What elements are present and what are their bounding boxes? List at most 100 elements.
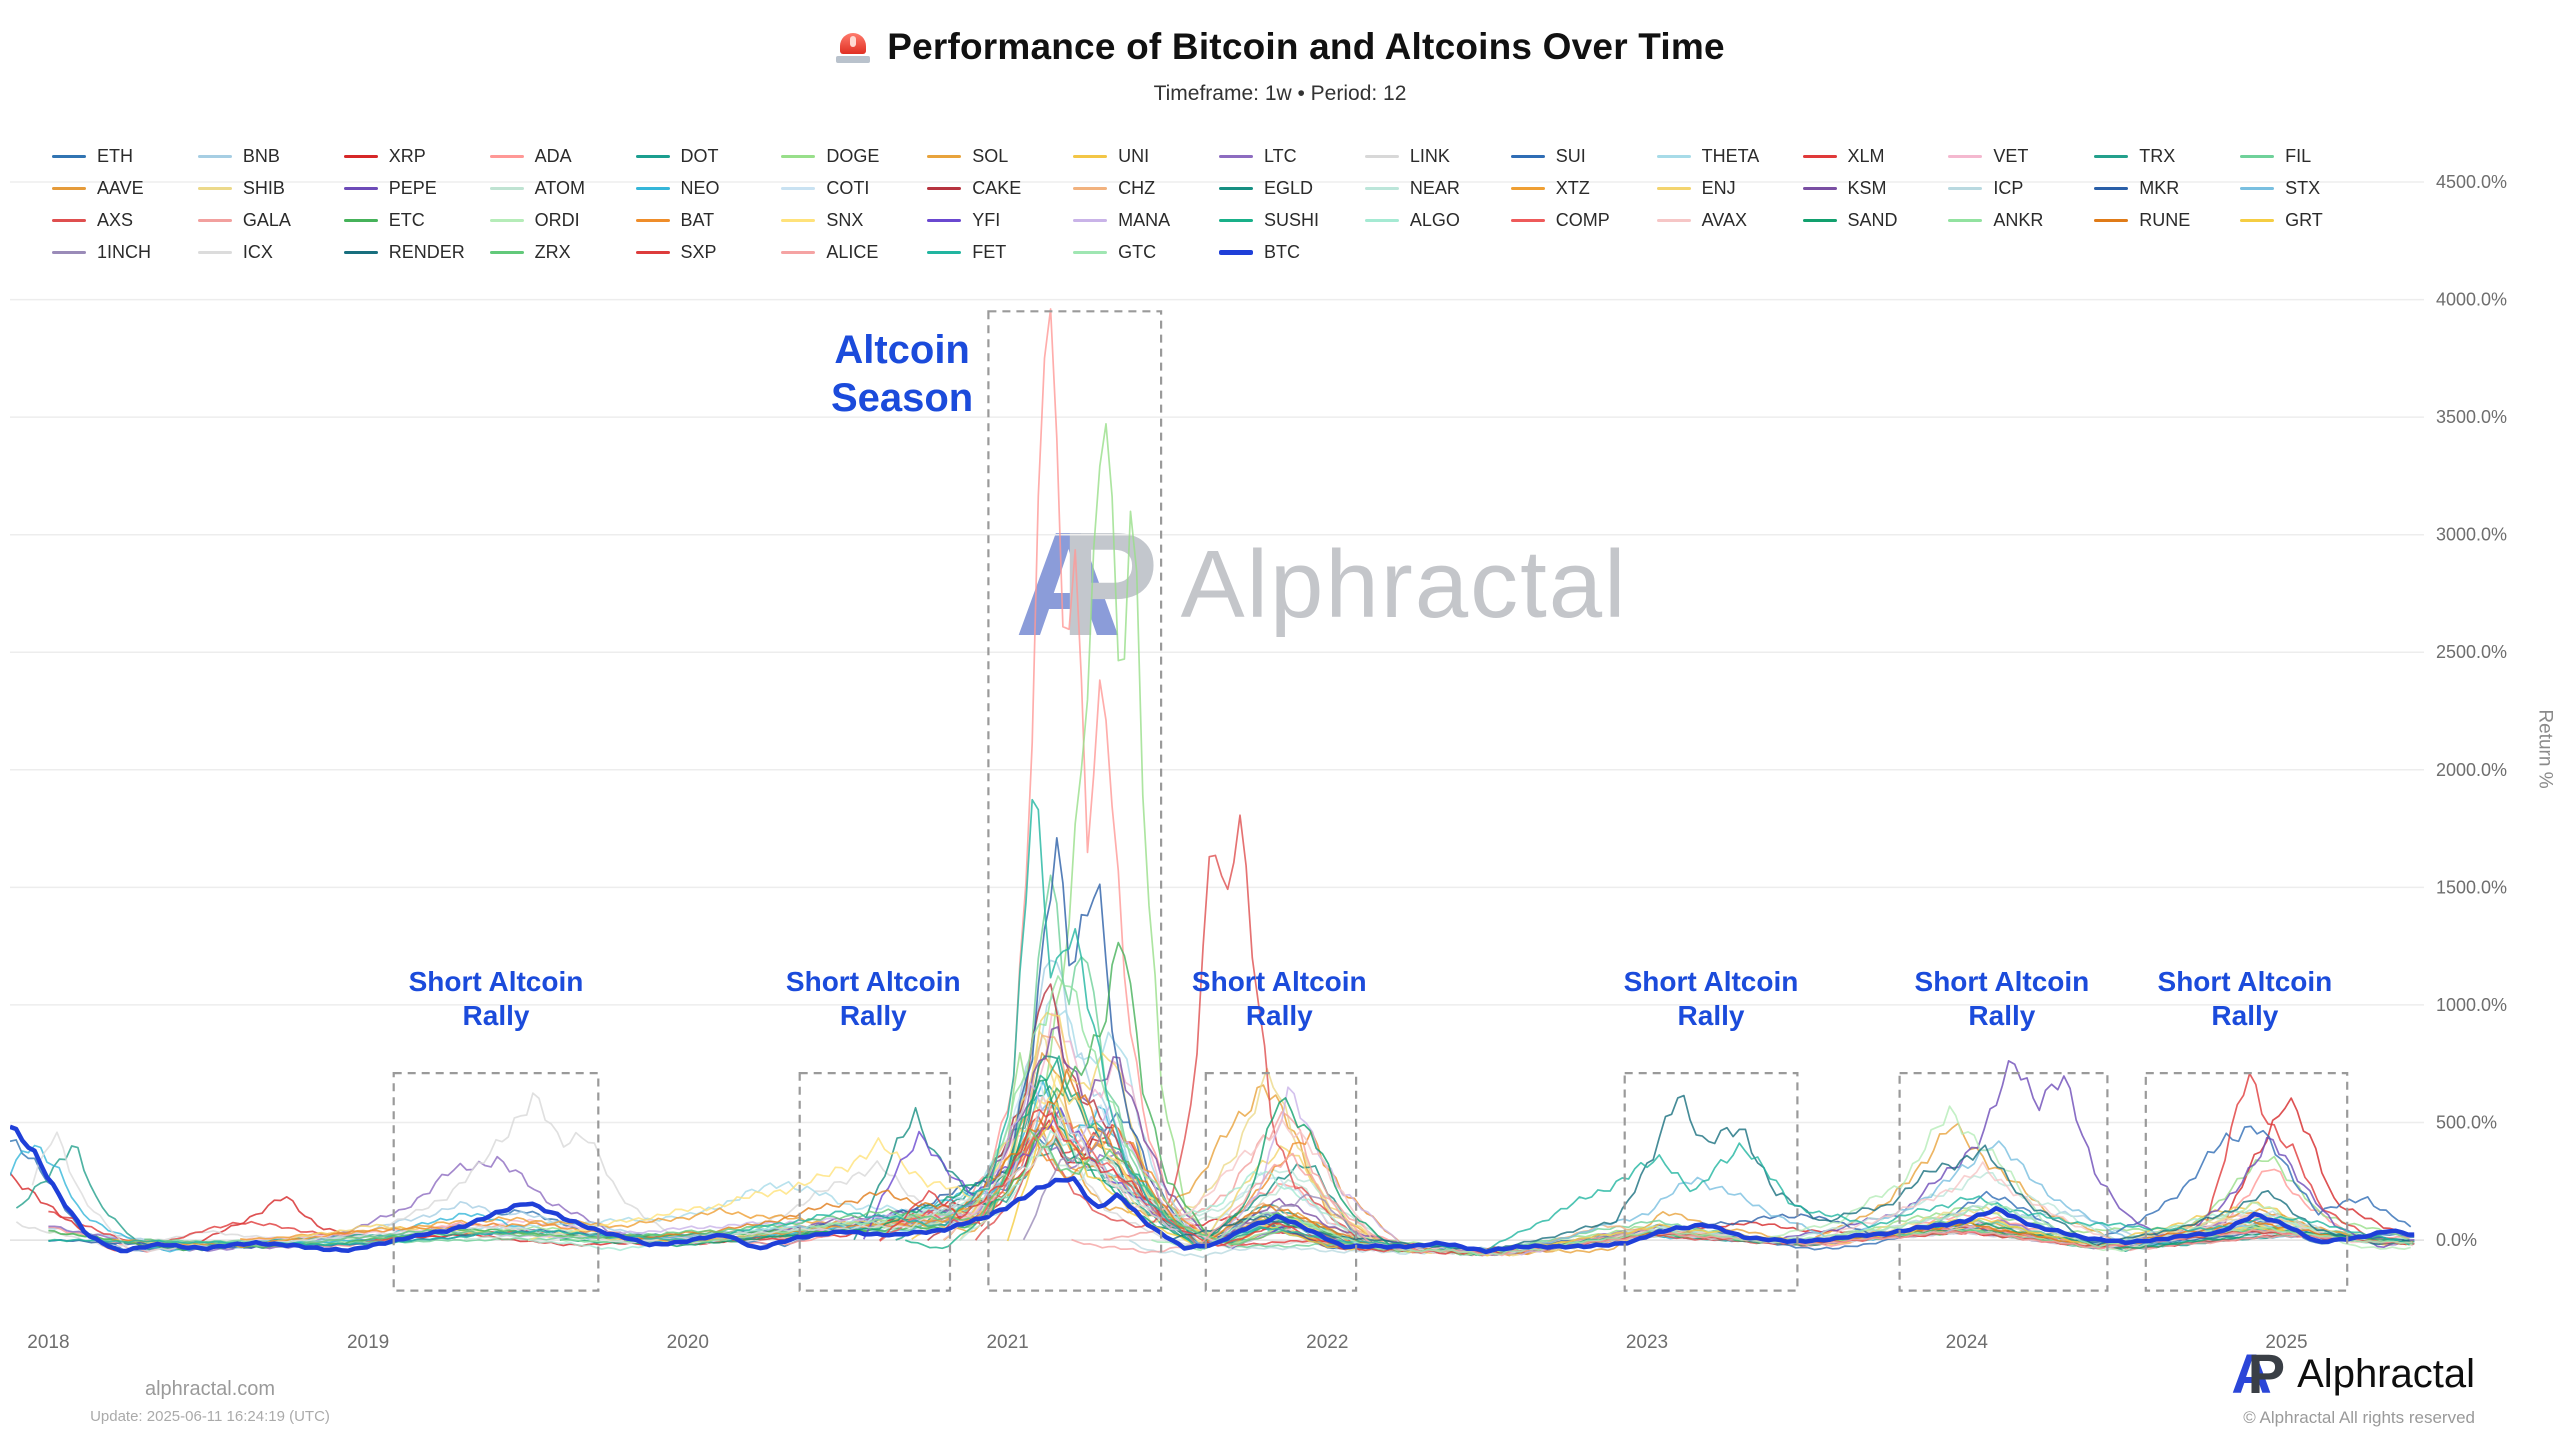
y-axis-tick-label: 3000.0% <box>2436 525 2507 545</box>
legend-label: YFI <box>972 210 1001 230</box>
legend-item-icp[interactable]: ICP <box>1948 178 2090 199</box>
legend-swatch <box>1510 187 1545 190</box>
short-altcoin-rally-label: Short Altcoin Rally <box>1915 966 2090 1031</box>
legend-label: SUI <box>1555 146 1586 166</box>
legend-swatch <box>927 187 962 190</box>
legend-item-shib[interactable]: SHIB <box>197 178 340 199</box>
legend-item-chz[interactable]: CHZ <box>1073 178 1215 199</box>
legend-item-gtc[interactable]: GTC <box>1073 242 1215 263</box>
legend-item-mana[interactable]: MANA <box>1073 210 1215 231</box>
short-altcoin-rally-box <box>798 1071 952 1292</box>
legend-item-rune[interactable]: RUNE <box>2094 210 2236 231</box>
legend-item-sand[interactable]: SAND <box>1802 210 1945 231</box>
legend-item-comp[interactable]: COMP <box>1510 210 1653 231</box>
legend-item-algo[interactable]: ALGO <box>1364 210 1507 231</box>
legend-item-gala[interactable]: GALA <box>197 210 340 231</box>
legend-item-avax[interactable]: AVAX <box>1656 210 1799 231</box>
legend-swatch <box>1073 251 1108 254</box>
legend-item-atom[interactable]: ATOM <box>489 178 632 199</box>
series-line-mkr[interactable] <box>48 836 2410 1254</box>
legend-label: ALGO <box>1409 210 1460 230</box>
legend-item-mkr[interactable]: MKR <box>2094 178 2236 199</box>
series-line-btc[interactable] <box>10 1124 2415 1255</box>
legend-item-link[interactable]: LINK <box>1364 146 1507 167</box>
legend-item-1inch[interactable]: 1INCH <box>52 242 194 263</box>
legend-swatch <box>1802 187 1837 190</box>
legend-item-yfi[interactable]: YFI <box>927 210 1069 231</box>
legend-item-ltc[interactable]: LTC <box>1219 146 1361 167</box>
legend-item-neo[interactable]: NEO <box>635 178 778 199</box>
legend-item-sxp[interactable]: SXP <box>635 242 778 263</box>
legend-swatch <box>1364 155 1399 158</box>
series-line-link[interactable] <box>15 1092 2415 1252</box>
legend-item-ankr[interactable]: ANKR <box>1948 210 2090 231</box>
legend-item-pepe[interactable]: PEPE <box>343 178 486 199</box>
legend-label: SXP <box>680 242 717 262</box>
series-line-fil[interactable] <box>48 874 2410 1255</box>
series-line-render[interactable] <box>1167 1094 2410 1254</box>
series-line-doge[interactable] <box>48 423 2410 1252</box>
legend-item-near[interactable]: NEAR <box>1364 178 1507 199</box>
y-axis-tick-label: 1500.0% <box>2436 877 2507 897</box>
legend-item-xlm[interactable]: XLM <box>1802 146 1945 167</box>
legend-swatch <box>1948 219 1983 222</box>
series-line-pepe[interactable] <box>1774 1060 2415 1249</box>
legend-item-eth[interactable]: ETH <box>52 146 194 167</box>
legend-item-coti[interactable]: COTI <box>781 178 923 199</box>
series-line-axs[interactable] <box>974 814 2415 1257</box>
legend-swatch <box>781 251 816 254</box>
legend-item-aave[interactable]: AAVE <box>52 178 194 199</box>
legend-item-xrp[interactable]: XRP <box>343 146 486 167</box>
legend-item-btc[interactable]: BTC <box>1219 242 1361 263</box>
legend-item-grt[interactable]: GRT <box>2240 210 2382 231</box>
legend-item-alice[interactable]: ALICE <box>781 242 923 263</box>
legend-item-enj[interactable]: ENJ <box>1656 178 1799 199</box>
legend-item-theta[interactable]: THETA <box>1656 146 1799 167</box>
legend-swatch <box>52 251 86 254</box>
legend-item-xtz[interactable]: XTZ <box>1510 178 1653 199</box>
legend-item-bnb[interactable]: BNB <box>197 146 340 167</box>
watermark: A P Alphractal <box>1015 500 1628 670</box>
legend-item-stx[interactable]: STX <box>2240 178 2382 199</box>
legend-item-ksm[interactable]: KSM <box>1802 178 1945 199</box>
legend-swatch <box>2240 187 2275 190</box>
legend-swatch <box>1510 155 1545 158</box>
y-axis-tick-label: 4500.0% <box>2436 172 2507 192</box>
legend-item-trx[interactable]: TRX <box>2094 146 2236 167</box>
legend-item-cake[interactable]: CAKE <box>927 178 1069 199</box>
legend-item-uni[interactable]: UNI <box>1073 146 1215 167</box>
x-axis-tick-label: 2022 <box>1306 1332 1348 1353</box>
legend-item-sui[interactable]: SUI <box>1510 146 1653 167</box>
legend-item-dot[interactable]: DOT <box>635 146 778 167</box>
series-line-ada[interactable] <box>48 308 2410 1255</box>
short-altcoin-rally-label: Short Altcoin Rally <box>1192 966 1367 1031</box>
y-axis-title: Return % <box>2534 709 2556 789</box>
legend-item-axs[interactable]: AXS <box>52 210 194 231</box>
legend-label: RENDER <box>388 242 465 262</box>
legend-swatch <box>489 187 524 190</box>
series-line-ankr[interactable] <box>559 975 2411 1256</box>
legend-item-egld[interactable]: EGLD <box>1219 178 1361 199</box>
legend-item-sol[interactable]: SOL <box>927 146 1069 167</box>
series-line-fet[interactable] <box>48 798 2410 1252</box>
legend-item-vet[interactable]: VET <box>1948 146 2090 167</box>
legend-item-sushi[interactable]: SUSHI <box>1219 210 1361 231</box>
legend-label: PEPE <box>388 178 437 198</box>
site-link[interactable]: alphractal.com <box>144 1378 276 1400</box>
legend-item-render[interactable]: RENDER <box>343 242 486 263</box>
legend-item-snx[interactable]: SNX <box>781 210 923 231</box>
legend-item-ordi[interactable]: ORDI <box>489 210 632 231</box>
legend-item-doge[interactable]: DOGE <box>781 146 923 167</box>
legend-item-bat[interactable]: BAT <box>635 210 778 231</box>
legend-label: SAND <box>1847 210 1898 230</box>
x-axis-tick-label: 2021 <box>986 1332 1028 1353</box>
legend-item-fil[interactable]: FIL <box>2240 146 2382 167</box>
legend-item-etc[interactable]: ETC <box>343 210 486 231</box>
legend-swatch <box>197 251 232 254</box>
legend-item-zrx[interactable]: ZRX <box>489 242 632 263</box>
legend-swatch <box>343 219 378 222</box>
legend-item-fet[interactable]: FET <box>927 242 1069 263</box>
legend-item-icx[interactable]: ICX <box>197 242 340 263</box>
legend-item-ada[interactable]: ADA <box>489 146 632 167</box>
